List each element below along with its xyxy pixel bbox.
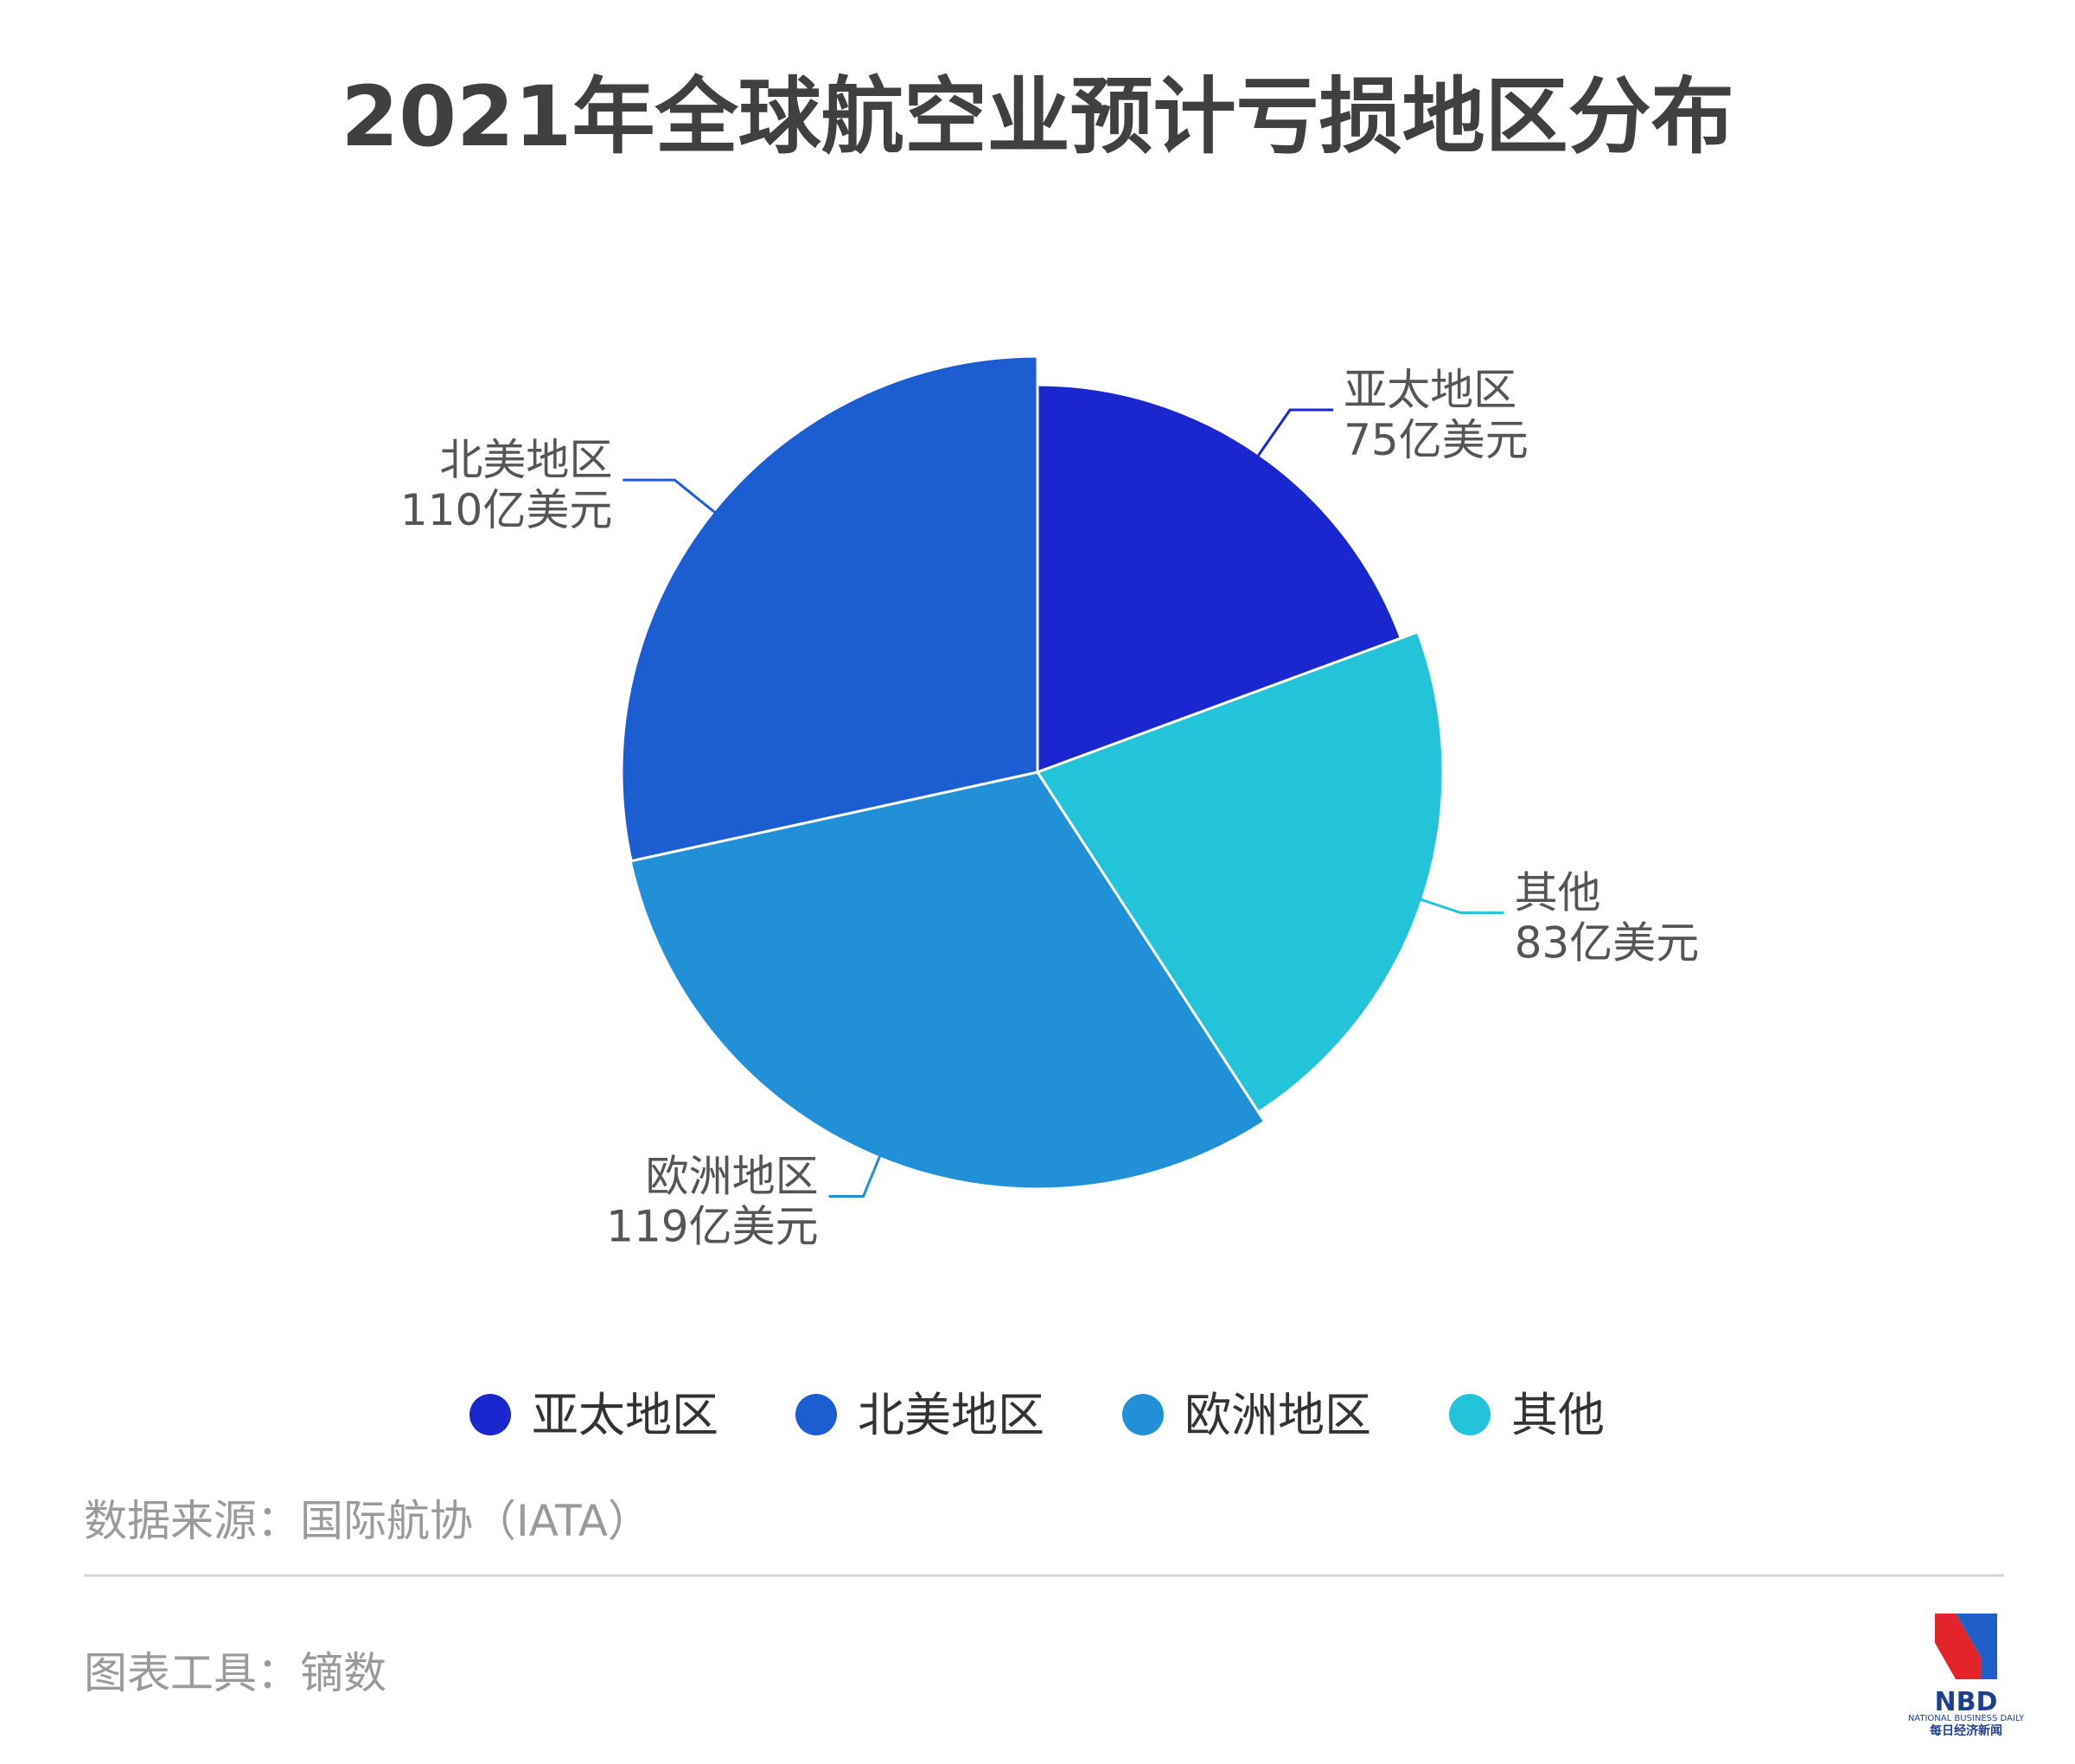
slice-name-label-3: 欧洲地区 xyxy=(646,1151,819,1201)
pie-slice-4 xyxy=(620,355,1039,863)
legend-label-3: 欧洲地区 xyxy=(1184,1388,1371,1442)
source-note: 数据来源：国际航协（IATA） xyxy=(84,1496,651,1546)
legend-swatch-3 xyxy=(1122,1394,1164,1435)
leader-line-2 xyxy=(1418,897,1504,915)
slice-value-label-2: 83亿美元 xyxy=(1515,918,1700,968)
nbd-logo: NBD NATIONAL BUSINESS DAILY 每日经济新闻 xyxy=(1908,1614,2025,1738)
legend-label-1: 亚太地区 xyxy=(532,1388,718,1442)
leader-line-4 xyxy=(622,478,718,515)
logo-mark-red xyxy=(1935,1614,1982,1679)
logo-subtitle-en: NATIONAL BUSINESS DAILY xyxy=(1908,1714,2025,1723)
slice-value-label-1: 75亿美元 xyxy=(1344,415,1529,465)
logo-text: NBD xyxy=(1935,1687,1998,1717)
legend-label-2: 北美地区 xyxy=(858,1388,1044,1442)
logo-subtitle-cn: 每日经济新闻 xyxy=(1930,1723,2002,1738)
chart-title: 2021年全球航空业预计亏损地区分布 xyxy=(341,68,1733,165)
slice-value-label-3: 119亿美元 xyxy=(606,1201,818,1251)
slice-name-label-1: 亚太地区 xyxy=(1344,365,1516,415)
legend-swatch-2 xyxy=(795,1394,837,1435)
leader-line-3 xyxy=(828,1153,883,1198)
slice-value-label-4: 110亿美元 xyxy=(400,485,612,535)
slice-name-label-4: 北美地区 xyxy=(439,435,612,485)
legend-swatch-1 xyxy=(469,1394,511,1435)
logo-mark-blue xyxy=(1956,1614,1997,1679)
slice-name-label-2: 其他 xyxy=(1515,868,1601,918)
leader-line-1 xyxy=(1255,408,1334,459)
legend-label-4: 其他 xyxy=(1511,1388,1605,1442)
tool-note: 图表工具：镝数 xyxy=(84,1648,386,1698)
legend-swatch-4 xyxy=(1449,1394,1491,1435)
